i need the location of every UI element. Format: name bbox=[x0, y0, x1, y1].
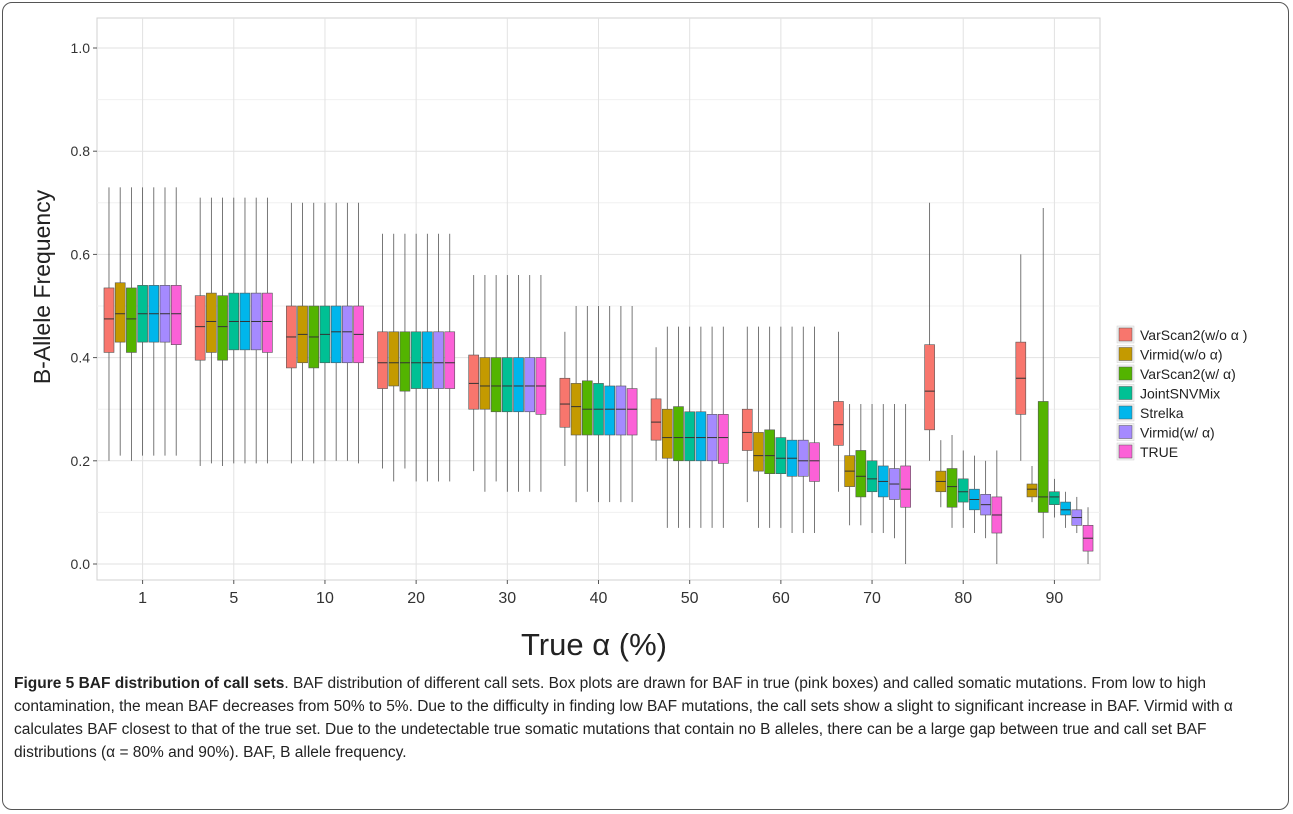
box bbox=[126, 287, 137, 353]
x-tick-label: 5 bbox=[229, 590, 238, 607]
y-tick-label: 0.6 bbox=[71, 246, 91, 262]
box bbox=[1049, 491, 1060, 505]
box bbox=[753, 432, 764, 472]
box bbox=[170, 285, 182, 345]
x-tick-label: 10 bbox=[316, 590, 334, 607]
box bbox=[717, 414, 729, 464]
y-tick-label: 0.0 bbox=[71, 556, 91, 572]
caption-text: . BAF distribution of different call set… bbox=[14, 675, 1233, 761]
box bbox=[502, 357, 513, 413]
legend-label: JointSNVMix bbox=[1140, 386, 1220, 402]
box bbox=[330, 305, 342, 364]
box bbox=[433, 331, 444, 389]
box bbox=[866, 460, 878, 493]
x-tick-label: 90 bbox=[1046, 590, 1064, 607]
x-tick-label: 60 bbox=[772, 590, 790, 607]
y-axis-label: B-Allele Frequency bbox=[29, 189, 55, 384]
box bbox=[479, 357, 491, 410]
box bbox=[900, 465, 911, 508]
box bbox=[422, 331, 433, 389]
box bbox=[581, 380, 593, 436]
box bbox=[513, 357, 524, 413]
box bbox=[103, 287, 115, 353]
box bbox=[695, 411, 707, 462]
box bbox=[684, 411, 695, 462]
x-tick-label: 50 bbox=[681, 590, 699, 607]
caption-title: Figure 5 BAF distribution of call sets bbox=[14, 675, 285, 692]
legend-key bbox=[1118, 444, 1133, 459]
box bbox=[615, 385, 627, 436]
axes: 0.0 0.2 0.4 0.6 0.8 1.0 1 5 10 20 30 40 50 60 70 80 90 bbox=[71, 40, 1064, 607]
box bbox=[604, 385, 616, 436]
x-tick-label: 40 bbox=[590, 590, 608, 607]
box bbox=[468, 354, 480, 410]
box bbox=[262, 292, 273, 353]
box bbox=[217, 295, 228, 361]
box bbox=[946, 468, 958, 508]
box bbox=[809, 442, 820, 482]
box bbox=[673, 406, 684, 462]
box bbox=[342, 305, 353, 364]
box bbox=[661, 408, 673, 459]
legend-key bbox=[1118, 425, 1133, 439]
box bbox=[410, 331, 422, 389]
box bbox=[559, 377, 571, 428]
box bbox=[194, 295, 206, 361]
y-tick-label: 1.0 bbox=[71, 40, 91, 56]
legend-key bbox=[1118, 386, 1133, 400]
y-tick-label: 0.8 bbox=[71, 143, 91, 159]
box bbox=[833, 401, 844, 446]
x-tick-label: 30 bbox=[498, 590, 516, 607]
y-tick-label: 0.4 bbox=[71, 350, 91, 366]
x-tick-label: 70 bbox=[863, 590, 881, 607]
box bbox=[924, 344, 935, 431]
legend-label: Virmid(w/ α) bbox=[1140, 425, 1215, 441]
legend-label: VarScan2(w/o α ) bbox=[1140, 327, 1247, 343]
legend-key bbox=[1118, 405, 1133, 420]
legend-key bbox=[1118, 366, 1133, 381]
box bbox=[1060, 501, 1071, 516]
box-plot-chart: 0.0 0.2 0.4 0.6 0.8 1.0 1 5 10 20 30 40 50 60 70 80 90 B… bbox=[29, 17, 1247, 662]
x-tick-label: 1 bbox=[138, 590, 147, 607]
legend-key bbox=[1118, 347, 1133, 361]
legend-label: TRUE bbox=[1140, 444, 1178, 460]
legend-key bbox=[1118, 327, 1133, 342]
box bbox=[957, 478, 969, 503]
figure-caption: Figure 5 BAF distribution of call sets. … bbox=[14, 672, 1276, 764]
box bbox=[741, 408, 753, 451]
box bbox=[388, 331, 400, 387]
box bbox=[114, 282, 126, 343]
box bbox=[855, 450, 867, 498]
x-axis-label: True α (%) bbox=[521, 627, 667, 662]
box bbox=[570, 383, 582, 436]
box bbox=[1026, 483, 1038, 498]
legend-label: Strelka bbox=[1140, 405, 1184, 421]
y-tick-label: 0.2 bbox=[71, 453, 91, 469]
box bbox=[399, 331, 411, 392]
box bbox=[626, 388, 638, 436]
legend-label: Virmid(w/o α) bbox=[1140, 347, 1223, 363]
legend: VarScan2(w/o α ) Virmid(w/o α) VarScan2(w/… bbox=[1116, 325, 1247, 461]
box bbox=[490, 357, 502, 413]
box bbox=[444, 331, 456, 389]
x-tick-label: 20 bbox=[407, 590, 425, 607]
box bbox=[650, 398, 662, 441]
box bbox=[775, 437, 787, 474]
box bbox=[1037, 401, 1049, 513]
box bbox=[377, 331, 388, 389]
box bbox=[524, 357, 536, 413]
box bbox=[797, 439, 809, 477]
box bbox=[206, 292, 217, 353]
legend-label: VarScan2(w/ α) bbox=[1140, 366, 1236, 382]
x-tick-label: 80 bbox=[954, 590, 972, 607]
box bbox=[764, 429, 775, 474]
box-series bbox=[103, 187, 1094, 564]
